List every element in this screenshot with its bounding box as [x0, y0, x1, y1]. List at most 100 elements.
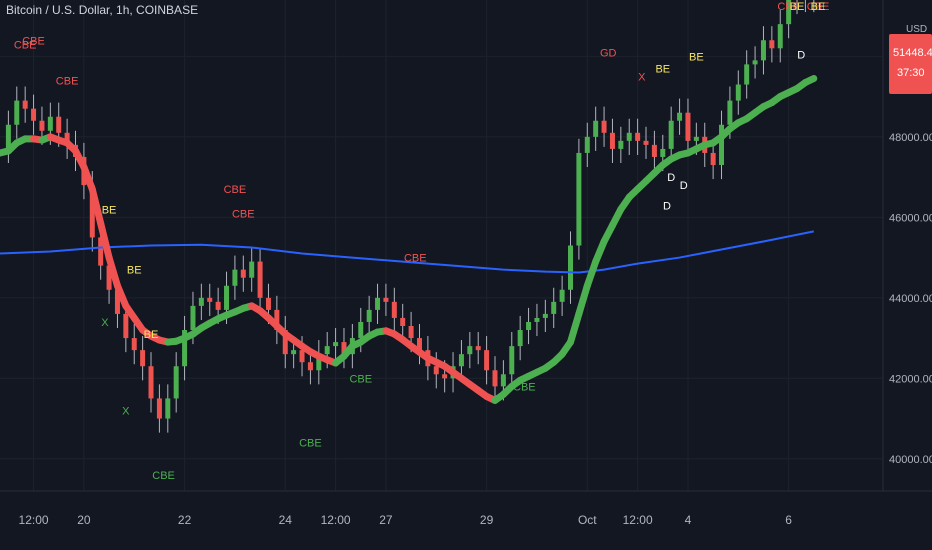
price-badge: 51448.44 37:30 [889, 34, 932, 94]
y-tick-label: 46000.00 [889, 212, 932, 224]
ema-segment [567, 310, 583, 346]
ema-segment [97, 219, 113, 262]
candle-body [643, 140, 649, 145]
candle-body [182, 330, 188, 367]
candle-body [257, 261, 263, 298]
ema-segment [592, 237, 608, 266]
signal-label: CBE [152, 470, 175, 482]
signal-label: BE [655, 63, 670, 75]
slow-ma-line [0, 230, 815, 274]
candle-body [215, 301, 221, 310]
candle-body [408, 325, 414, 339]
x-tick-label: 22 [178, 513, 192, 527]
candle-body [324, 346, 330, 355]
ema-segment [801, 74, 818, 87]
time-axis[interactable]: 12:00 20 22 24 12:00 27 29 Oct 12:00 4 6 [19, 513, 793, 527]
signal-label: X [638, 71, 646, 83]
candle-body [400, 317, 406, 326]
candle-body [651, 144, 657, 157]
signal-label: CBE [22, 35, 45, 47]
candle-body [626, 132, 632, 141]
ema-segment [575, 282, 591, 318]
candle-body [416, 338, 422, 351]
x-tick-label: 12:00 [321, 513, 351, 527]
candle-body [727, 100, 733, 125]
candle-body [56, 116, 62, 133]
candle-body [366, 309, 372, 322]
y-tick-label: 40000.00 [889, 454, 932, 466]
y-tick-label: 42000.00 [889, 373, 932, 385]
signal-label: CBE [349, 373, 372, 385]
candle-body [47, 116, 53, 131]
candle-body [316, 354, 322, 371]
x-tick-label: 4 [685, 513, 692, 527]
candle-body [576, 152, 582, 246]
candle-body [123, 313, 129, 339]
signal-label: D [680, 180, 688, 192]
candle-body [5, 124, 11, 149]
signal-label: BE [689, 51, 704, 63]
candles [5, 0, 815, 433]
candle-body [668, 120, 674, 149]
x-tick-label: 12:00 [623, 513, 653, 527]
candle-body [265, 297, 271, 310]
candle-body [307, 362, 313, 371]
x-tick-label: Oct [578, 513, 597, 527]
candle-body [358, 321, 364, 339]
candle-body [240, 269, 246, 278]
signal-label: CBE [224, 184, 247, 196]
candle-body [609, 132, 615, 149]
price-badge-box [889, 34, 932, 94]
x-tick-label: 27 [379, 513, 393, 527]
candle-body [542, 313, 548, 318]
ema-segment [80, 163, 96, 193]
x-tick-label: 12:00 [19, 513, 49, 527]
signal-label: BE [102, 204, 117, 216]
candle-body [719, 124, 725, 166]
price-badge-value: 51448.44 [893, 47, 932, 59]
signal-label: CBE [232, 208, 255, 220]
signal-label: D [663, 200, 671, 212]
x-tick-label: 6 [785, 513, 792, 527]
candle-body [148, 366, 154, 399]
moving-averages [0, 74, 818, 404]
candle-body [777, 24, 783, 49]
candle-body [282, 330, 288, 355]
candle-body [467, 346, 473, 355]
candle-body [114, 289, 120, 314]
x-tick-label: 29 [480, 513, 494, 527]
ema-segment [583, 258, 600, 290]
candle-body [458, 354, 464, 367]
candle-body [509, 346, 515, 375]
candle-body [760, 40, 766, 61]
candle-body [710, 152, 716, 166]
signal-label: D [797, 49, 805, 61]
candle-body [744, 64, 750, 85]
candle-body [14, 100, 20, 125]
ema-segment [113, 282, 130, 310]
candle-body [341, 342, 347, 355]
signal-label: GD [600, 47, 617, 59]
candle-body [31, 108, 37, 121]
candle-body [492, 370, 498, 387]
candle-body [274, 309, 280, 331]
signal-label: BE [790, 1, 805, 13]
ema-segment [105, 254, 121, 290]
candle-body [22, 100, 28, 109]
signal-label: D [667, 172, 675, 184]
candle-body [299, 350, 305, 363]
signal-label: CBE [14, 39, 37, 51]
candle-body [584, 136, 590, 153]
candle-body [198, 297, 204, 306]
candle-body [693, 136, 699, 141]
candle-body [442, 374, 448, 379]
signal-label: CBE [404, 253, 427, 265]
candle-body [375, 297, 381, 310]
candle-body [131, 338, 137, 351]
signal-label: X [122, 406, 130, 418]
signal-label: CBE [299, 438, 322, 450]
candle-body [601, 120, 607, 133]
candle-body [559, 289, 565, 302]
